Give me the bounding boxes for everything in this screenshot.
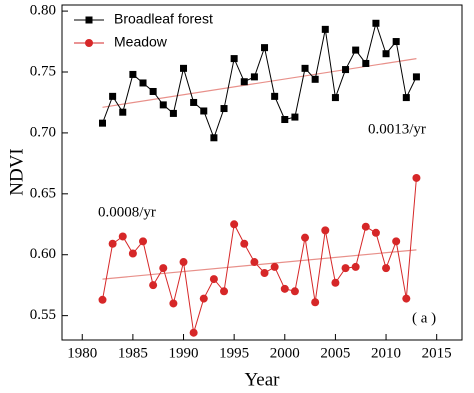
marker bbox=[250, 258, 259, 267]
x-tick-label: 1985 bbox=[118, 345, 148, 361]
legend-marker bbox=[85, 39, 93, 47]
marker bbox=[331, 278, 340, 287]
marker bbox=[230, 55, 238, 63]
marker bbox=[240, 239, 249, 248]
marker bbox=[220, 105, 228, 113]
marker bbox=[128, 249, 137, 258]
marker bbox=[210, 134, 218, 142]
y-tick-label: 0.80 bbox=[30, 3, 56, 19]
marker bbox=[149, 281, 158, 290]
y-tick-label: 0.75 bbox=[30, 63, 56, 79]
marker bbox=[331, 94, 339, 102]
marker bbox=[412, 73, 420, 81]
marker bbox=[342, 66, 350, 74]
legend-marker bbox=[85, 16, 93, 24]
marker bbox=[159, 264, 168, 273]
x-tick-label: 2010 bbox=[371, 345, 401, 361]
y-axis-title: NDVI bbox=[6, 148, 27, 196]
marker bbox=[341, 264, 350, 273]
plot-frame bbox=[61, 4, 463, 341]
series-line bbox=[102, 177, 417, 333]
marker bbox=[301, 233, 310, 242]
marker bbox=[280, 284, 289, 293]
marker bbox=[108, 239, 117, 248]
marker bbox=[351, 262, 360, 271]
marker bbox=[261, 44, 269, 52]
marker bbox=[240, 78, 248, 86]
marker bbox=[200, 107, 208, 115]
marker bbox=[371, 228, 380, 237]
marker bbox=[180, 64, 188, 72]
x-tick-label: 2015 bbox=[422, 345, 452, 361]
slope-annotation: 0.0008/yr bbox=[98, 204, 156, 220]
marker bbox=[99, 119, 107, 127]
marker bbox=[199, 294, 208, 303]
marker bbox=[281, 116, 289, 124]
panel-label: ( a ) bbox=[412, 310, 436, 326]
x-tick-label: 2000 bbox=[270, 345, 300, 361]
x-tick-label: 1995 bbox=[219, 345, 249, 361]
marker bbox=[392, 38, 400, 46]
marker bbox=[301, 64, 309, 72]
marker bbox=[412, 173, 421, 182]
marker bbox=[109, 92, 117, 100]
marker bbox=[139, 237, 148, 246]
marker bbox=[220, 287, 229, 296]
x-tick-label: 1990 bbox=[169, 345, 199, 361]
marker bbox=[382, 50, 390, 58]
marker bbox=[149, 87, 157, 95]
marker bbox=[230, 220, 239, 229]
marker bbox=[311, 298, 320, 307]
y-tick-label: 0.55 bbox=[30, 307, 56, 323]
marker bbox=[291, 113, 299, 121]
marker bbox=[250, 73, 258, 81]
trend-line bbox=[102, 58, 417, 108]
marker bbox=[98, 295, 107, 304]
marker bbox=[270, 262, 279, 271]
marker bbox=[209, 275, 218, 284]
marker bbox=[321, 25, 329, 33]
marker bbox=[179, 258, 188, 267]
y-tick-label: 0.65 bbox=[30, 185, 56, 201]
marker bbox=[190, 98, 198, 106]
legend-label: Broadleaf forest bbox=[114, 11, 213, 27]
marker bbox=[129, 70, 137, 78]
x-tick-label: 1980 bbox=[67, 345, 97, 361]
slope-annotation: 0.0013/yr bbox=[368, 121, 426, 137]
marker bbox=[402, 294, 411, 303]
marker bbox=[169, 299, 178, 308]
marker bbox=[372, 19, 380, 27]
marker bbox=[260, 269, 269, 277]
y-tick-label: 0.70 bbox=[30, 124, 56, 140]
x-tick-label: 2005 bbox=[320, 345, 350, 361]
marker bbox=[402, 94, 410, 102]
marker bbox=[361, 222, 370, 231]
y-tick-label: 0.60 bbox=[30, 246, 56, 262]
marker bbox=[271, 92, 279, 100]
marker bbox=[169, 109, 177, 117]
marker bbox=[382, 264, 391, 273]
marker bbox=[392, 237, 401, 246]
marker bbox=[321, 226, 330, 235]
marker bbox=[362, 59, 370, 67]
marker bbox=[290, 287, 299, 296]
legend-label: Meadow bbox=[114, 34, 168, 50]
marker bbox=[119, 108, 127, 116]
x-axis-title: Year bbox=[244, 369, 280, 390]
marker bbox=[352, 46, 360, 54]
marker bbox=[139, 79, 147, 87]
marker bbox=[189, 328, 198, 337]
trend-line bbox=[102, 249, 417, 280]
marker bbox=[118, 232, 127, 241]
marker bbox=[311, 75, 319, 83]
marker bbox=[159, 101, 167, 109]
